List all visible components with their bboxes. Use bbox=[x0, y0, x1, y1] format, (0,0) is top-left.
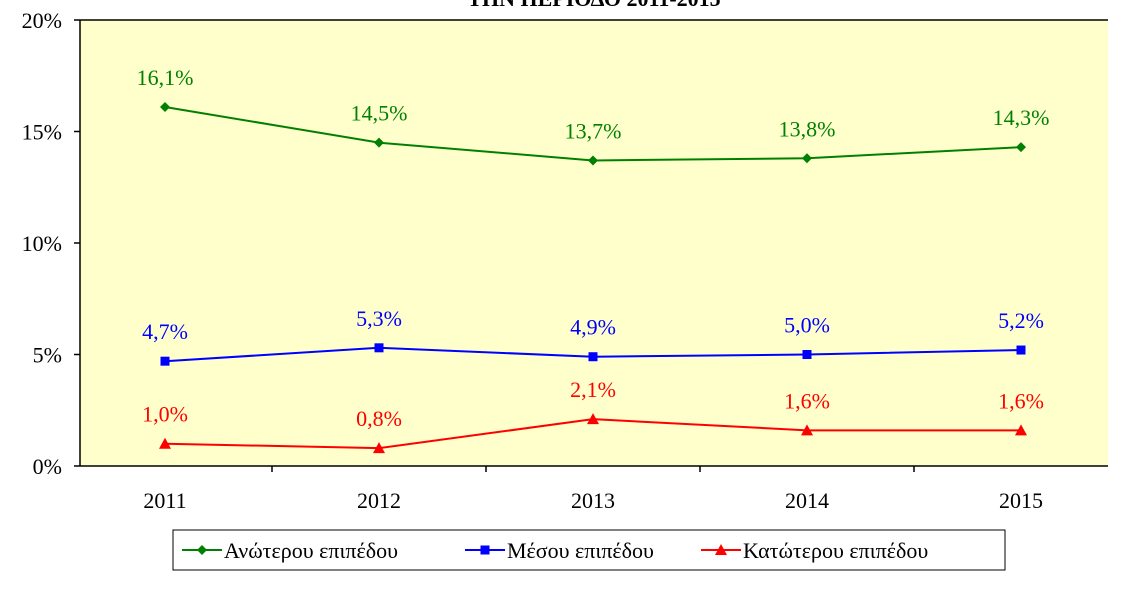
data-label: 4,7% bbox=[142, 319, 188, 344]
marker bbox=[802, 350, 812, 359]
x-tick-label: 2015 bbox=[999, 488, 1043, 513]
legend-label: Μέσου επιπέδου bbox=[507, 538, 654, 563]
y-tick-label: 5% bbox=[33, 343, 62, 368]
marker bbox=[1016, 345, 1026, 355]
marker bbox=[801, 424, 813, 436]
data-label: 14,3% bbox=[993, 105, 1050, 130]
marker bbox=[588, 155, 598, 166]
y-tick-label: 10% bbox=[22, 231, 62, 256]
marker bbox=[715, 544, 727, 555]
data-label: 2,1% bbox=[570, 377, 616, 402]
chart-title: ΤΗΝ ΠΕΡΙΟΔΟ 2011-2015 bbox=[467, 0, 720, 11]
data-label: 14,5% bbox=[351, 101, 408, 126]
data-label: 0,8% bbox=[356, 406, 402, 431]
marker bbox=[373, 442, 385, 454]
data-label: 13,7% bbox=[565, 118, 622, 143]
data-label: 4,9% bbox=[570, 315, 616, 340]
marker bbox=[159, 437, 171, 449]
data-label: 16,1% bbox=[137, 65, 194, 90]
plot-area bbox=[80, 20, 1108, 466]
marker bbox=[1016, 142, 1026, 153]
marker bbox=[587, 413, 599, 425]
data-label: 13,8% bbox=[779, 116, 836, 141]
data-label: 5,3% bbox=[356, 306, 402, 331]
marker bbox=[197, 545, 207, 555]
marker bbox=[160, 356, 170, 366]
data-label: 5,2% bbox=[998, 308, 1044, 333]
marker bbox=[374, 343, 384, 353]
x-tick-label: 2014 bbox=[785, 488, 829, 513]
legend-box bbox=[172, 529, 1006, 571]
data-label: 1,6% bbox=[784, 388, 830, 413]
data-label: 1,0% bbox=[142, 402, 188, 427]
marker bbox=[1015, 424, 1027, 436]
y-tick-label: 20% bbox=[22, 8, 62, 33]
marker bbox=[802, 153, 812, 164]
marker bbox=[588, 352, 598, 362]
legend-label: Ανώτερου επιπέδου bbox=[224, 538, 398, 563]
data-label: 1,6% bbox=[998, 388, 1044, 413]
legend: Ανώτερου επιπέδου Μέσου επιπέδου Κατώτερου… bbox=[172, 529, 1006, 571]
x-tick-label: 2011 bbox=[143, 488, 186, 513]
legend-label: Κατώτερου επιπέδου bbox=[743, 538, 928, 563]
x-tick-label: 2012 bbox=[357, 488, 401, 513]
x-tick-label: 2013 bbox=[571, 488, 615, 513]
data-label: 5,0% bbox=[784, 313, 830, 338]
y-tick-label: 0% bbox=[33, 454, 62, 479]
marker bbox=[160, 101, 170, 112]
y-tick-label: 15% bbox=[22, 120, 62, 145]
marker bbox=[374, 137, 384, 148]
marker bbox=[480, 545, 490, 555]
